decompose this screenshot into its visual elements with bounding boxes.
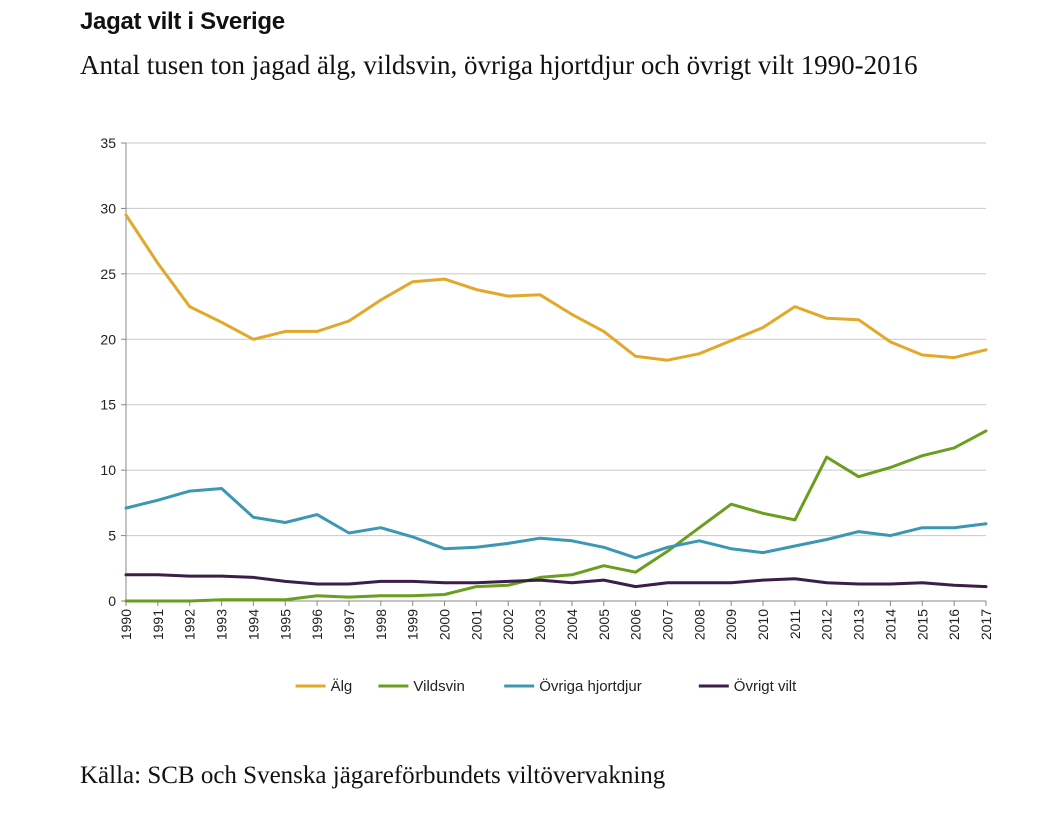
chart-title: Jagat vilt i Sverige — [80, 8, 285, 35]
legend-label-ovrigt-vilt: Övrigt vilt — [734, 677, 797, 695]
y-tick-label: 25 — [100, 266, 116, 282]
x-tick-label: 2009 — [723, 609, 739, 640]
x-tick-label: 1993 — [214, 609, 230, 640]
legend: Älg Vildsvin Övriga hjortdjur Övrigt vilt — [295, 677, 797, 695]
y-tick-label: 10 — [100, 462, 116, 478]
x-tick-label: 2011 — [787, 609, 803, 639]
chart-subtitle: Antal tusen ton jagad älg, vildsvin, övr… — [80, 50, 918, 80]
x-tick-label: 2006 — [628, 609, 644, 640]
x-tick-label: 2013 — [851, 609, 867, 640]
y-tick-label: 15 — [100, 397, 116, 413]
y-tick-label: 30 — [100, 200, 116, 216]
y-tick-label: 20 — [100, 331, 116, 347]
x-tick-label: 2007 — [659, 609, 675, 640]
series-line-ovriga-hjortdjur — [124, 487, 988, 560]
series-lines — [124, 213, 988, 603]
x-tick-label: 2015 — [914, 609, 930, 640]
x-tick-label: 1997 — [341, 609, 357, 640]
legend-label-ovriga-hjortdjur: Övriga hjortdjur — [539, 677, 642, 695]
legend-label-alg: Älg — [331, 678, 353, 695]
x-tick-label: 2012 — [819, 609, 835, 640]
x-tick-label: 2005 — [596, 609, 612, 640]
y-tick-label: 5 — [108, 528, 116, 544]
x-tick-label: 1994 — [245, 609, 261, 640]
x-tick-label: 2000 — [437, 609, 453, 640]
x-tick-label: 2016 — [946, 609, 962, 640]
series-line-vildsvin — [124, 429, 988, 603]
x-tick-label: 1999 — [405, 609, 421, 640]
x-tick-label: 2002 — [500, 609, 516, 640]
x-tick-label: 1996 — [309, 609, 325, 640]
x-tick-label: 2017 — [978, 609, 994, 640]
x-tick-label: 1991 — [150, 609, 166, 640]
series-line-alg — [124, 213, 988, 362]
y-axis-ticks: 0 5 10 15 20 25 30 35 — [100, 135, 126, 609]
y-tick-label: 0 — [108, 593, 116, 609]
x-tick-label: 1990 — [118, 609, 134, 640]
x-tick-label: 2008 — [691, 609, 707, 640]
x-tick-label: 2010 — [755, 609, 771, 640]
y-tick-label: 35 — [100, 135, 116, 151]
legend-label-vildsvin: Vildsvin — [413, 678, 464, 695]
x-tick-label: 2003 — [532, 609, 548, 640]
x-tick-label: 2014 — [882, 609, 898, 640]
x-axis-ticks: 1990 1991 1992 1993 1994 1995 1996 1997 1998 1999… — [118, 601, 994, 640]
source-note: Källa: SCB och Svenska jägareförbundets … — [80, 762, 666, 789]
x-tick-label: 2004 — [564, 609, 580, 640]
series-line-ovrigt-vilt — [124, 573, 988, 589]
x-tick-label: 1992 — [182, 609, 198, 640]
x-tick-label: 2001 — [468, 609, 484, 640]
x-tick-label: 1995 — [277, 609, 293, 640]
x-tick-label: 1998 — [373, 609, 389, 640]
gridlines — [126, 142, 986, 537]
